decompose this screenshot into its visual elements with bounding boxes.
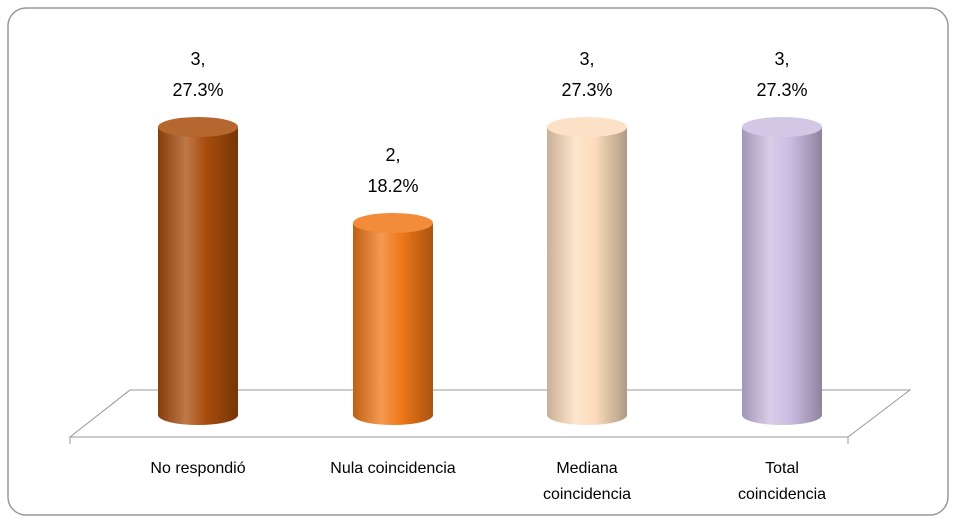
value-label: 3, 27.3% bbox=[756, 49, 808, 100]
value-label: 3, 27.3% bbox=[561, 49, 613, 100]
value-label: 2, 18.2% bbox=[367, 145, 419, 196]
x-tick-label: Total coincidencia bbox=[737, 460, 827, 503]
bar bbox=[547, 127, 627, 425]
x-tick-label: Mediana coincidencia bbox=[542, 460, 632, 503]
x-tick-label: No respondió bbox=[150, 460, 246, 477]
bar bbox=[158, 127, 238, 425]
bar bbox=[353, 223, 433, 425]
bar-top bbox=[547, 117, 627, 137]
x-tick-label: Nula coincidencia bbox=[330, 460, 456, 477]
bar bbox=[742, 127, 822, 425]
floor bbox=[68, 389, 912, 438]
value-label: 3, 27.3% bbox=[172, 49, 224, 100]
chart-border bbox=[7, 7, 949, 516]
bar-top bbox=[742, 117, 822, 137]
bar-top bbox=[158, 117, 238, 137]
bar-top bbox=[353, 213, 433, 233]
